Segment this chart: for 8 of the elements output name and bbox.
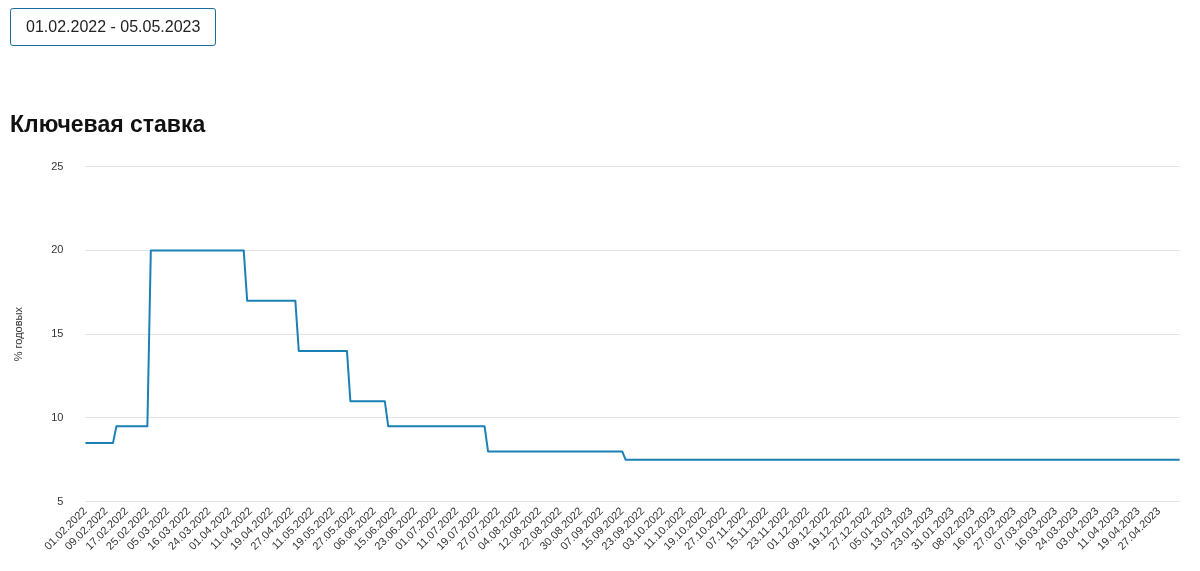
chart-title: Ключевая ставка [10,110,207,138]
chart-subtitle: 01.02.2022 - 05.05.2023 [10,8,217,46]
y-tick-label: 20 [51,243,64,256]
y-tick-label: 25 [51,159,64,172]
y-axis-title: % годовых [11,306,24,362]
y-tick-label: 15 [51,327,64,340]
y-tick-label: 10 [51,410,64,423]
y-tick-label: 5 [57,494,64,507]
